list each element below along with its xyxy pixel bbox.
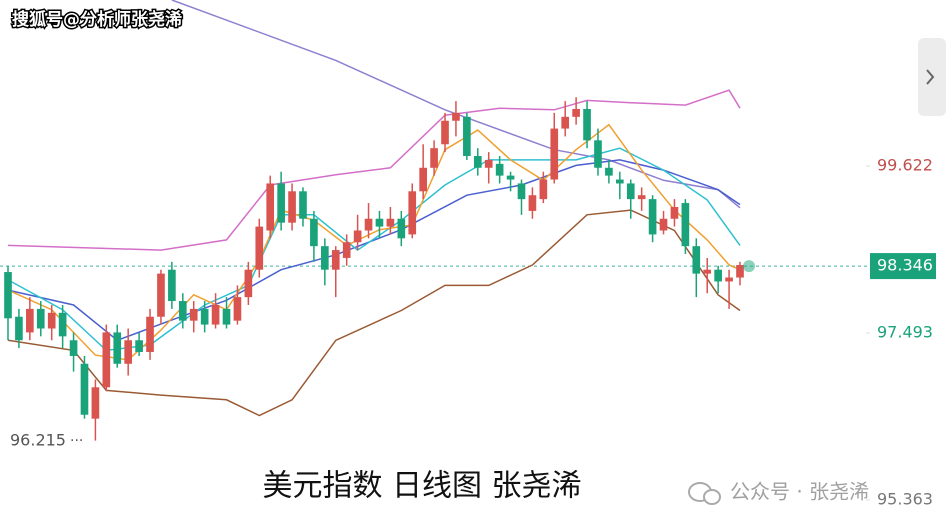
last-price-box: [870, 253, 936, 280]
candle-body: [703, 269, 712, 274]
y-tick-label: 95.363: [877, 489, 933, 508]
chart-title: 美元指数 日线图 张尧浠: [262, 469, 581, 504]
candle-body: [364, 218, 373, 231]
icon-bubble: [703, 489, 721, 505]
candle-body: [69, 340, 78, 356]
candle-body: [15, 316, 23, 341]
last-glow: [743, 260, 755, 273]
candle-body: [495, 163, 504, 176]
candle-body: [157, 273, 165, 317]
candle-body: [178, 301, 187, 321]
candle-body: [222, 308, 231, 325]
candle-body: [441, 120, 449, 145]
candle-body: [386, 218, 395, 227]
candle-body: [189, 308, 198, 321]
candle-body: [233, 297, 242, 321]
candle-body: [375, 218, 384, 227]
footer-text: 公众号 · 张尧浠: [730, 480, 869, 504]
candle-body: [692, 246, 701, 274]
candle-body: [288, 191, 296, 223]
candle-body: [615, 179, 624, 184]
indicator-line: [7, 209, 741, 417]
candle-body: [102, 332, 111, 388]
candle-body: [47, 312, 56, 329]
plot: [0, 0, 870, 501]
candle-body: [648, 199, 657, 235]
candle-body: [168, 269, 176, 302]
candle-body: [637, 195, 646, 200]
candle-body: [299, 191, 307, 219]
candle-body: [353, 230, 362, 243]
candle-body: [714, 269, 722, 282]
candle-body: [484, 159, 493, 168]
candle-body: [473, 156, 482, 168]
candle-body: [430, 148, 438, 168]
candle-body: [626, 183, 635, 200]
low-dots: ···: [70, 433, 83, 449]
candle-body: [211, 304, 220, 325]
candle-body: [255, 226, 264, 270]
watermark: 搜狐号@分析师张尧浠: [12, 9, 182, 30]
candle-body: [463, 116, 471, 157]
candle-body: [539, 179, 548, 200]
candle-body: [572, 108, 580, 117]
candle-body: [266, 183, 275, 231]
candle-body: [146, 316, 154, 353]
candle-body: [594, 140, 602, 168]
indicator-line: [171, 0, 741, 209]
low-label: 96.215: [10, 431, 66, 450]
candle-body: [397, 218, 406, 239]
candle-body: [452, 112, 460, 121]
candle-body: [26, 308, 34, 333]
chevron-icon[interactable]: [926, 69, 935, 85]
y-tick-label: 99.622: [877, 156, 933, 175]
candle-body: [244, 269, 253, 298]
candle-body: [331, 250, 340, 270]
candle-body: [342, 242, 351, 258]
candle-body: [310, 218, 318, 247]
candle-body: [419, 167, 427, 192]
candle-body: [736, 264, 744, 278]
candle-body: [91, 387, 100, 419]
candle-body: [36, 308, 45, 329]
last-price-label: 98.346: [877, 256, 933, 275]
candle-body: [528, 195, 537, 211]
y-tick-label: 97.493: [877, 322, 933, 341]
candle-body: [277, 183, 285, 223]
candle-body: [124, 340, 133, 364]
candle-body: [550, 128, 559, 180]
candle-body: [725, 277, 733, 282]
candle-body: [321, 246, 329, 270]
candle-body: [583, 108, 591, 141]
candle-body: [113, 332, 122, 364]
candle-body: [670, 206, 679, 219]
footer-icon: [688, 482, 721, 505]
candle-body: [80, 363, 89, 415]
indicator-line: [7, 89, 741, 251]
candle-body: [605, 167, 613, 176]
candle-body: [506, 175, 515, 180]
candle-body: [135, 340, 143, 353]
indicator-line: [7, 123, 741, 361]
candle-body: [681, 203, 690, 247]
candle-body: [561, 116, 570, 129]
candle-body: [408, 191, 417, 235]
candle-body: [659, 218, 668, 231]
candle-body: [4, 272, 12, 319]
candle-body: [517, 183, 526, 200]
candle-body: [58, 312, 67, 337]
candle-body: [200, 308, 209, 325]
